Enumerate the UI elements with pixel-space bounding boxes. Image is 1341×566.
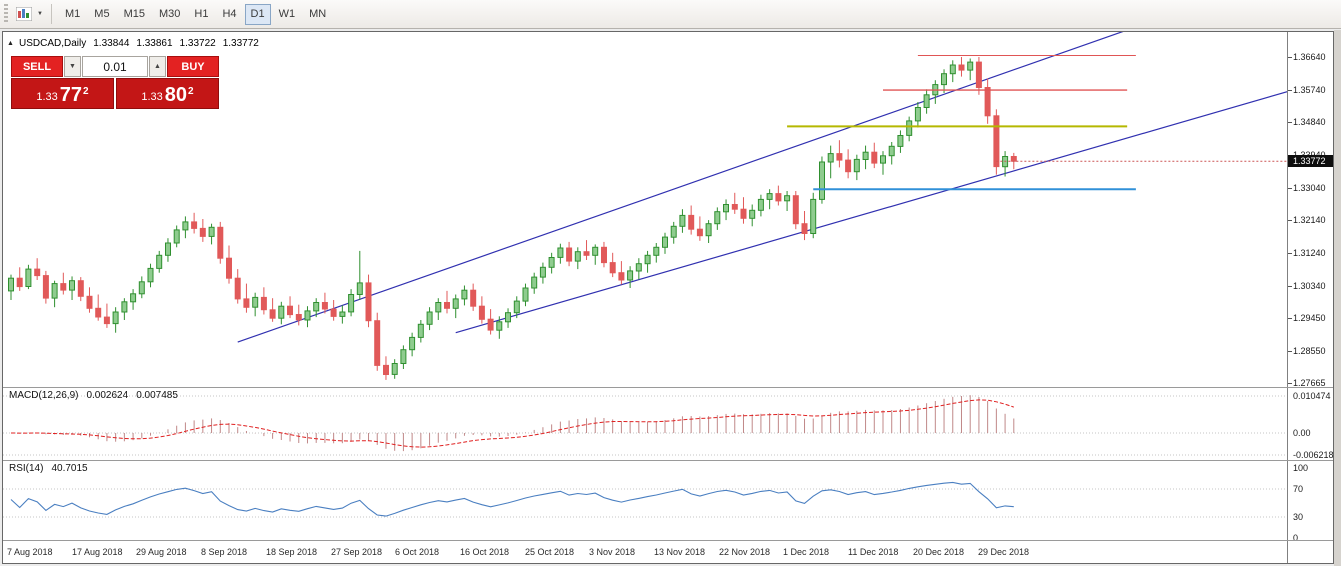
axis-tick (1288, 57, 1292, 58)
symbol-label: USDCAD,Daily (19, 38, 87, 49)
date-label: 25 Oct 2018 (525, 547, 575, 557)
sell-price-display[interactable]: 1.33 77 2 (11, 78, 114, 109)
axis-tick (1288, 253, 1292, 254)
date-label: 7 Aug 2018 (7, 547, 53, 557)
rsi-label: RSI(14) (9, 463, 44, 474)
price-axis-label: 1.27665 (1293, 378, 1326, 388)
ohlc-open: 1.33844 (93, 38, 130, 49)
rsi-axis-label: 0 (1293, 533, 1299, 543)
price-axis-label: 1.32140 (1293, 215, 1326, 225)
date-label: 6 Oct 2018 (395, 547, 440, 557)
macd-label: MACD(12,26,9) (9, 390, 79, 401)
chart-symbol-header: USDCAD,Daily 1.33844 1.33861 1.33722 1.3… (19, 38, 259, 49)
rsi-header: RSI(14) 40.7015 (9, 463, 88, 474)
price-axis[interactable]: 1.366401.357401.348401.339401.330401.321… (1287, 32, 1334, 563)
axis-tick (1288, 122, 1292, 123)
collapse-chart-icon[interactable]: ▲ (7, 40, 14, 47)
ohlc-close: 1.33772 (222, 38, 259, 49)
lot-decrease-button[interactable]: ▼ (64, 56, 81, 77)
toolbar-separator (51, 4, 52, 24)
axis-tick (1288, 383, 1292, 384)
price-axis-label: 1.28550 (1293, 346, 1326, 356)
chart-plot[interactable] (3, 32, 1287, 563)
axis-tick (1288, 220, 1292, 221)
price-axis-label: 1.30340 (1293, 281, 1326, 291)
macd-axis-label: 0.00 (1293, 428, 1311, 438)
toolbar: ▼ M1 M5 M15 M30 H1 H4 D1 W1 MN (0, 0, 1341, 29)
sell-big-figure: 1.33 (36, 91, 58, 103)
axis-tick (1288, 286, 1292, 287)
axis-tick (1288, 351, 1292, 352)
price-axis-label: 1.29450 (1293, 313, 1326, 323)
buy-button[interactable]: BUY (167, 56, 219, 77)
macd-axis-label: 0.010474 (1293, 391, 1331, 401)
macd-axis-label: -0.006218 (1293, 450, 1334, 460)
date-label: 8 Sep 2018 (201, 547, 248, 557)
date-label: 3 Nov 2018 (589, 547, 636, 557)
rsi-axis-label: 100 (1293, 463, 1309, 473)
timeframe-m5[interactable]: M5 (88, 4, 115, 25)
timeframe-h4[interactable]: H4 (216, 4, 242, 25)
timeframe-m30[interactable]: M30 (153, 4, 186, 25)
window-edge (1334, 30, 1341, 566)
date-label: 20 Dec 2018 (913, 547, 965, 557)
date-label: 11 Dec 2018 (848, 547, 899, 557)
chart-window: 1.366401.357401.348401.339401.330401.321… (2, 31, 1334, 564)
date-label: 22 Nov 2018 (719, 547, 771, 557)
macd-main-value: 0.002624 (86, 390, 129, 401)
price-axis-label: 1.33040 (1293, 183, 1326, 193)
buy-pipette: 2 (188, 86, 194, 97)
ohlc-low: 1.33722 (179, 38, 216, 49)
price-axis-label: 1.35740 (1293, 85, 1326, 95)
date-label: 29 Aug 2018 (136, 547, 187, 557)
current-price-badge: 1.33772 (1288, 155, 1333, 167)
sell-pipette: 2 (83, 86, 89, 97)
timeframe-buttons: M1 M5 M15 M30 H1 H4 D1 W1 MN (58, 3, 333, 25)
timeframe-h1[interactable]: H1 (188, 4, 214, 25)
macd-header: MACD(12,26,9) 0.002624 0.007485 (9, 390, 178, 401)
buy-big-figure: 1.33 (141, 91, 163, 103)
timeframe-m1[interactable]: M1 (59, 4, 86, 25)
date-label: 18 Sep 2018 (266, 547, 318, 557)
pane-separator (3, 540, 1333, 541)
macd-signal-value: 0.007485 (136, 390, 178, 401)
rsi-axis-label: 30 (1293, 512, 1304, 522)
sell-pips: 77 (59, 84, 83, 106)
buy-pips: 80 (164, 84, 188, 106)
lot-size-field[interactable]: 0.01 (82, 56, 148, 77)
time-axis[interactable]: 7 Aug 2018 17 Aug 2018 29 Aug 2018 8 Sep 20… (3, 541, 1287, 563)
timeframe-m15[interactable]: M15 (118, 4, 151, 25)
rsi-value: 40.7015 (51, 463, 88, 474)
timeframe-d1[interactable]: D1 (244, 3, 271, 25)
date-label: 17 Aug 2018 (72, 547, 123, 557)
axis-tick (1288, 90, 1292, 91)
pane-separator[interactable] (3, 387, 1333, 388)
date-label: 16 Oct 2018 (460, 547, 510, 557)
chart-type-icon[interactable] (13, 3, 35, 25)
toolbar-grip[interactable] (4, 4, 8, 24)
date-label: 13 Nov 2018 (654, 547, 706, 557)
pane-separator[interactable] (3, 460, 1333, 461)
timeframe-w1[interactable]: W1 (273, 4, 302, 25)
rsi-axis-label: 70 (1293, 484, 1304, 494)
date-label: 29 Dec 2018 (978, 547, 1030, 557)
price-axis-label: 1.34840 (1293, 117, 1326, 127)
timeframe-mn[interactable]: MN (303, 4, 332, 25)
lot-increase-button[interactable]: ▲ (149, 56, 166, 77)
date-label: 27 Sep 2018 (331, 547, 383, 557)
price-axis-label: 1.31240 (1293, 248, 1326, 258)
date-label: 1 Dec 2018 (783, 547, 830, 557)
price-axis-label: 1.36640 (1293, 52, 1326, 62)
axis-tick (1288, 318, 1292, 319)
one-click-trading-panel: SELL ▼ 0.01 ▲ BUY 1.33 77 2 1.33 80 2 (11, 56, 219, 109)
buy-price-display[interactable]: 1.33 80 2 (116, 78, 219, 109)
dropdown-caret-icon[interactable]: ▼ (37, 11, 43, 17)
sell-button[interactable]: SELL (11, 56, 63, 77)
ohlc-high: 1.33861 (136, 38, 173, 49)
axis-tick (1288, 188, 1292, 189)
